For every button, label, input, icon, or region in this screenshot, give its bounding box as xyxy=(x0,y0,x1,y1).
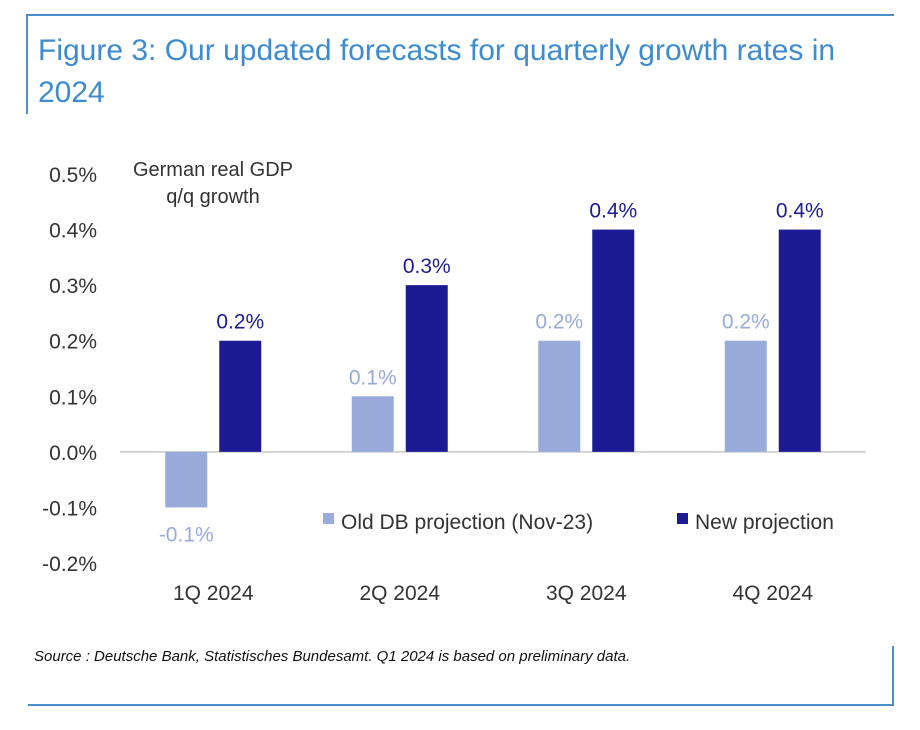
figure-title: Figure 3: Our updated forecasts for quar… xyxy=(38,34,836,109)
y-tick-label: 0.1% xyxy=(49,386,97,409)
y-tick-label: 0.3% xyxy=(49,275,97,298)
legend-swatch-new xyxy=(677,513,688,524)
y-tick-label: 0.0% xyxy=(49,442,97,465)
bar-new-projection xyxy=(778,229,821,452)
legend-label-old: Old DB projection (Nov-23) xyxy=(341,511,593,534)
legend-swatch-old xyxy=(323,513,334,524)
data-label-new: 0.2% xyxy=(216,311,264,334)
frame-bottom-rule xyxy=(28,704,894,706)
chart-annotation: German real GDP xyxy=(133,159,293,181)
bar-old-projection xyxy=(351,396,394,452)
y-tick-label: 0.4% xyxy=(49,220,97,243)
legend-label-new: New projection xyxy=(695,511,834,534)
data-label-old: 0.2% xyxy=(722,311,770,334)
x-tick-label: 2Q 2024 xyxy=(359,582,440,605)
chart-annotation: q/q growth xyxy=(166,186,259,208)
frame-top-rule xyxy=(28,14,894,16)
y-tick-label: -0.1% xyxy=(42,497,97,520)
x-tick-label: 4Q 2024 xyxy=(732,582,813,605)
bar-new-projection xyxy=(219,340,262,452)
data-label-new: 0.4% xyxy=(776,200,824,223)
data-label-old: 0.2% xyxy=(535,311,583,334)
y-tick-label: 0.2% xyxy=(49,331,97,354)
source-note: Source : Deutsche Bank, Statistisches Bu… xyxy=(34,648,631,665)
data-label-old: -0.1% xyxy=(159,523,214,546)
y-tick-label: 0.5% xyxy=(49,164,97,187)
x-tick-label: 3Q 2024 xyxy=(546,582,627,605)
bar-old-projection xyxy=(724,340,767,452)
y-tick-label: -0.2% xyxy=(42,553,97,576)
bar-new-projection xyxy=(592,229,635,452)
data-label-old: 0.1% xyxy=(349,366,397,389)
data-label-new: 0.4% xyxy=(589,200,637,223)
bar-old-projection xyxy=(538,340,581,452)
frame-left-rule xyxy=(26,14,28,114)
data-label-new: 0.3% xyxy=(403,255,451,278)
bar-old-projection xyxy=(165,451,208,508)
bar-new-projection xyxy=(405,285,448,452)
x-tick-label: 1Q 2024 xyxy=(173,582,254,605)
frame-right-rule xyxy=(892,646,894,706)
